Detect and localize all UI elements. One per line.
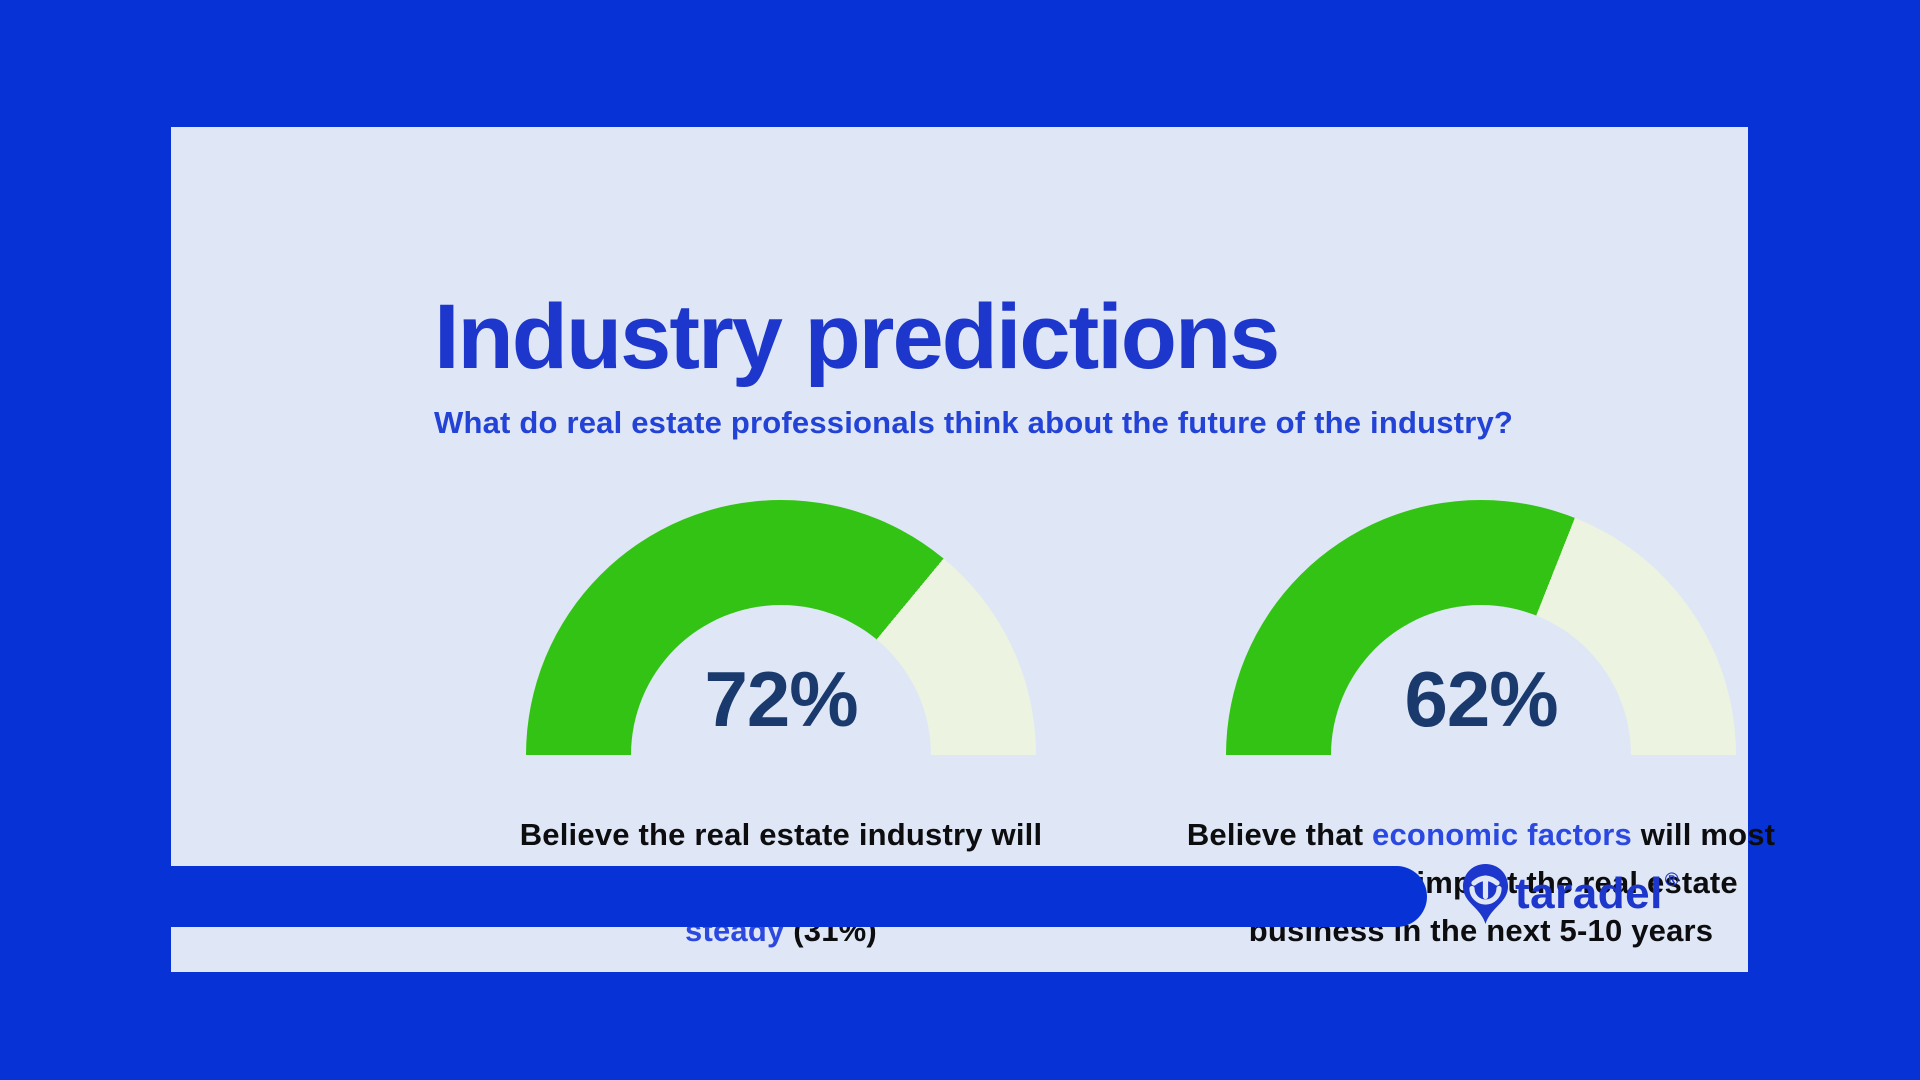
gauge-value-label: 62% xyxy=(1404,655,1558,743)
taradel-pin-icon xyxy=(1463,863,1508,924)
gauge-hole xyxy=(631,605,931,905)
footer-accent-bar xyxy=(171,866,1427,927)
infographic-card: Industry predictions What do real estate… xyxy=(171,127,1775,972)
registered-trademark-symbol: ® xyxy=(1664,870,1679,891)
caption-line: Believe that economic factors will most xyxy=(1186,817,1776,852)
page-subtitle: What do real estate professionals think … xyxy=(434,405,1514,440)
brand-wordmark: taradel xyxy=(1515,869,1663,918)
page-title: Industry predictions xyxy=(434,286,1280,388)
gauge-hole xyxy=(1331,605,1631,905)
gauge-value-label: 72% xyxy=(704,655,858,743)
brand-logo: taradel ® xyxy=(1462,860,1679,928)
gauge-chart-economic-factors: 62% xyxy=(1226,500,1736,905)
gauge-chart-industry-outlook: 72% xyxy=(526,500,1036,905)
caption-line: Believe the real estate industry will xyxy=(519,817,1043,852)
